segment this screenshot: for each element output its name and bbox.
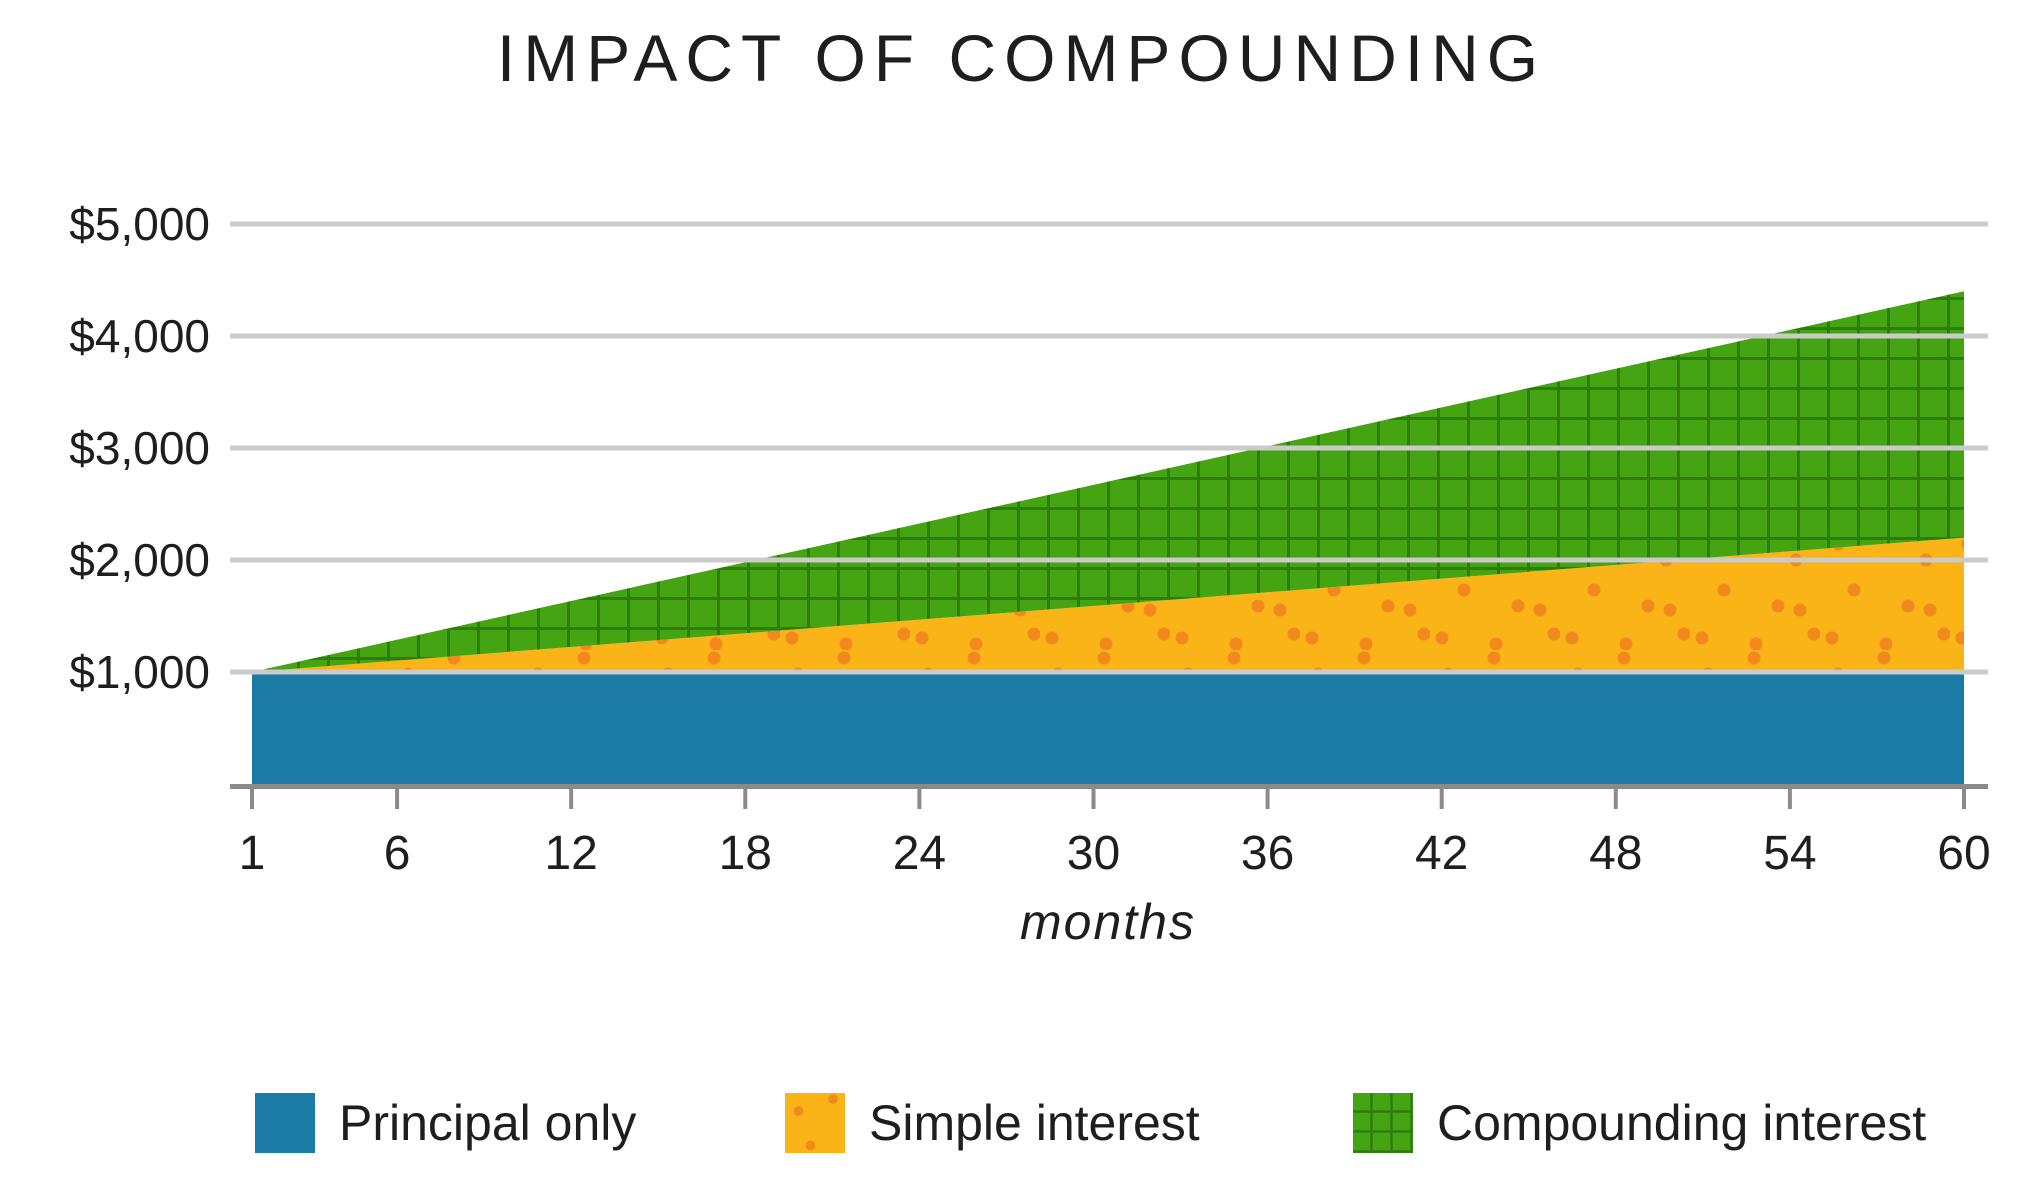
legend-swatch-simple: [785, 1093, 845, 1153]
x-axis-label: 24: [893, 827, 946, 880]
x-axis-label: 6: [384, 827, 411, 880]
legend-label-compounding-interest: Compounding interest: [1437, 1095, 1927, 1151]
x-axis-label: 1: [239, 827, 266, 880]
legend: Principal only Simple interest Compoundi…: [0, 1093, 2043, 1155]
x-axis-label: 60: [1937, 827, 1990, 880]
swatch-rect-principal: [255, 1093, 315, 1153]
area-principal-only: [252, 672, 1964, 784]
y-axis-label: $5,000: [69, 198, 210, 250]
legend-swatch-principal: [255, 1093, 315, 1153]
swatch-rect-simple: [785, 1093, 845, 1153]
swatch-rect-compounding: [1353, 1093, 1413, 1153]
legend-label-principal-only: Principal only: [339, 1095, 637, 1151]
x-axis-label: 54: [1763, 827, 1816, 880]
x-axis-label: 12: [544, 827, 597, 880]
x-axis-label: 18: [719, 827, 772, 880]
y-axis-label: $3,000: [69, 422, 210, 474]
x-axis-label: 36: [1241, 827, 1294, 880]
area-compounding-interest: [252, 291, 1964, 672]
legend-item-principal-only: Principal only: [255, 1093, 636, 1153]
legend-label-simple-interest: Simple interest: [869, 1095, 1200, 1151]
x-axis-label: 42: [1415, 827, 1468, 880]
x-axis-label: 30: [1067, 827, 1120, 880]
chart-title: IMPACT OF COMPOUNDING: [496, 21, 1547, 95]
y-axis-label: $1,000: [69, 646, 210, 698]
legend-swatch-compounding: [1353, 1093, 1413, 1153]
legend-item-compounding-interest: Compounding interest: [1353, 1093, 1926, 1153]
x-axis-title: months: [1020, 894, 1196, 950]
legend-item-simple-interest: Simple interest: [785, 1093, 1200, 1153]
x-axis-label: 48: [1589, 827, 1642, 880]
y-axis-label: $4,000: [69, 310, 210, 362]
y-axis-label: $2,000: [69, 534, 210, 586]
